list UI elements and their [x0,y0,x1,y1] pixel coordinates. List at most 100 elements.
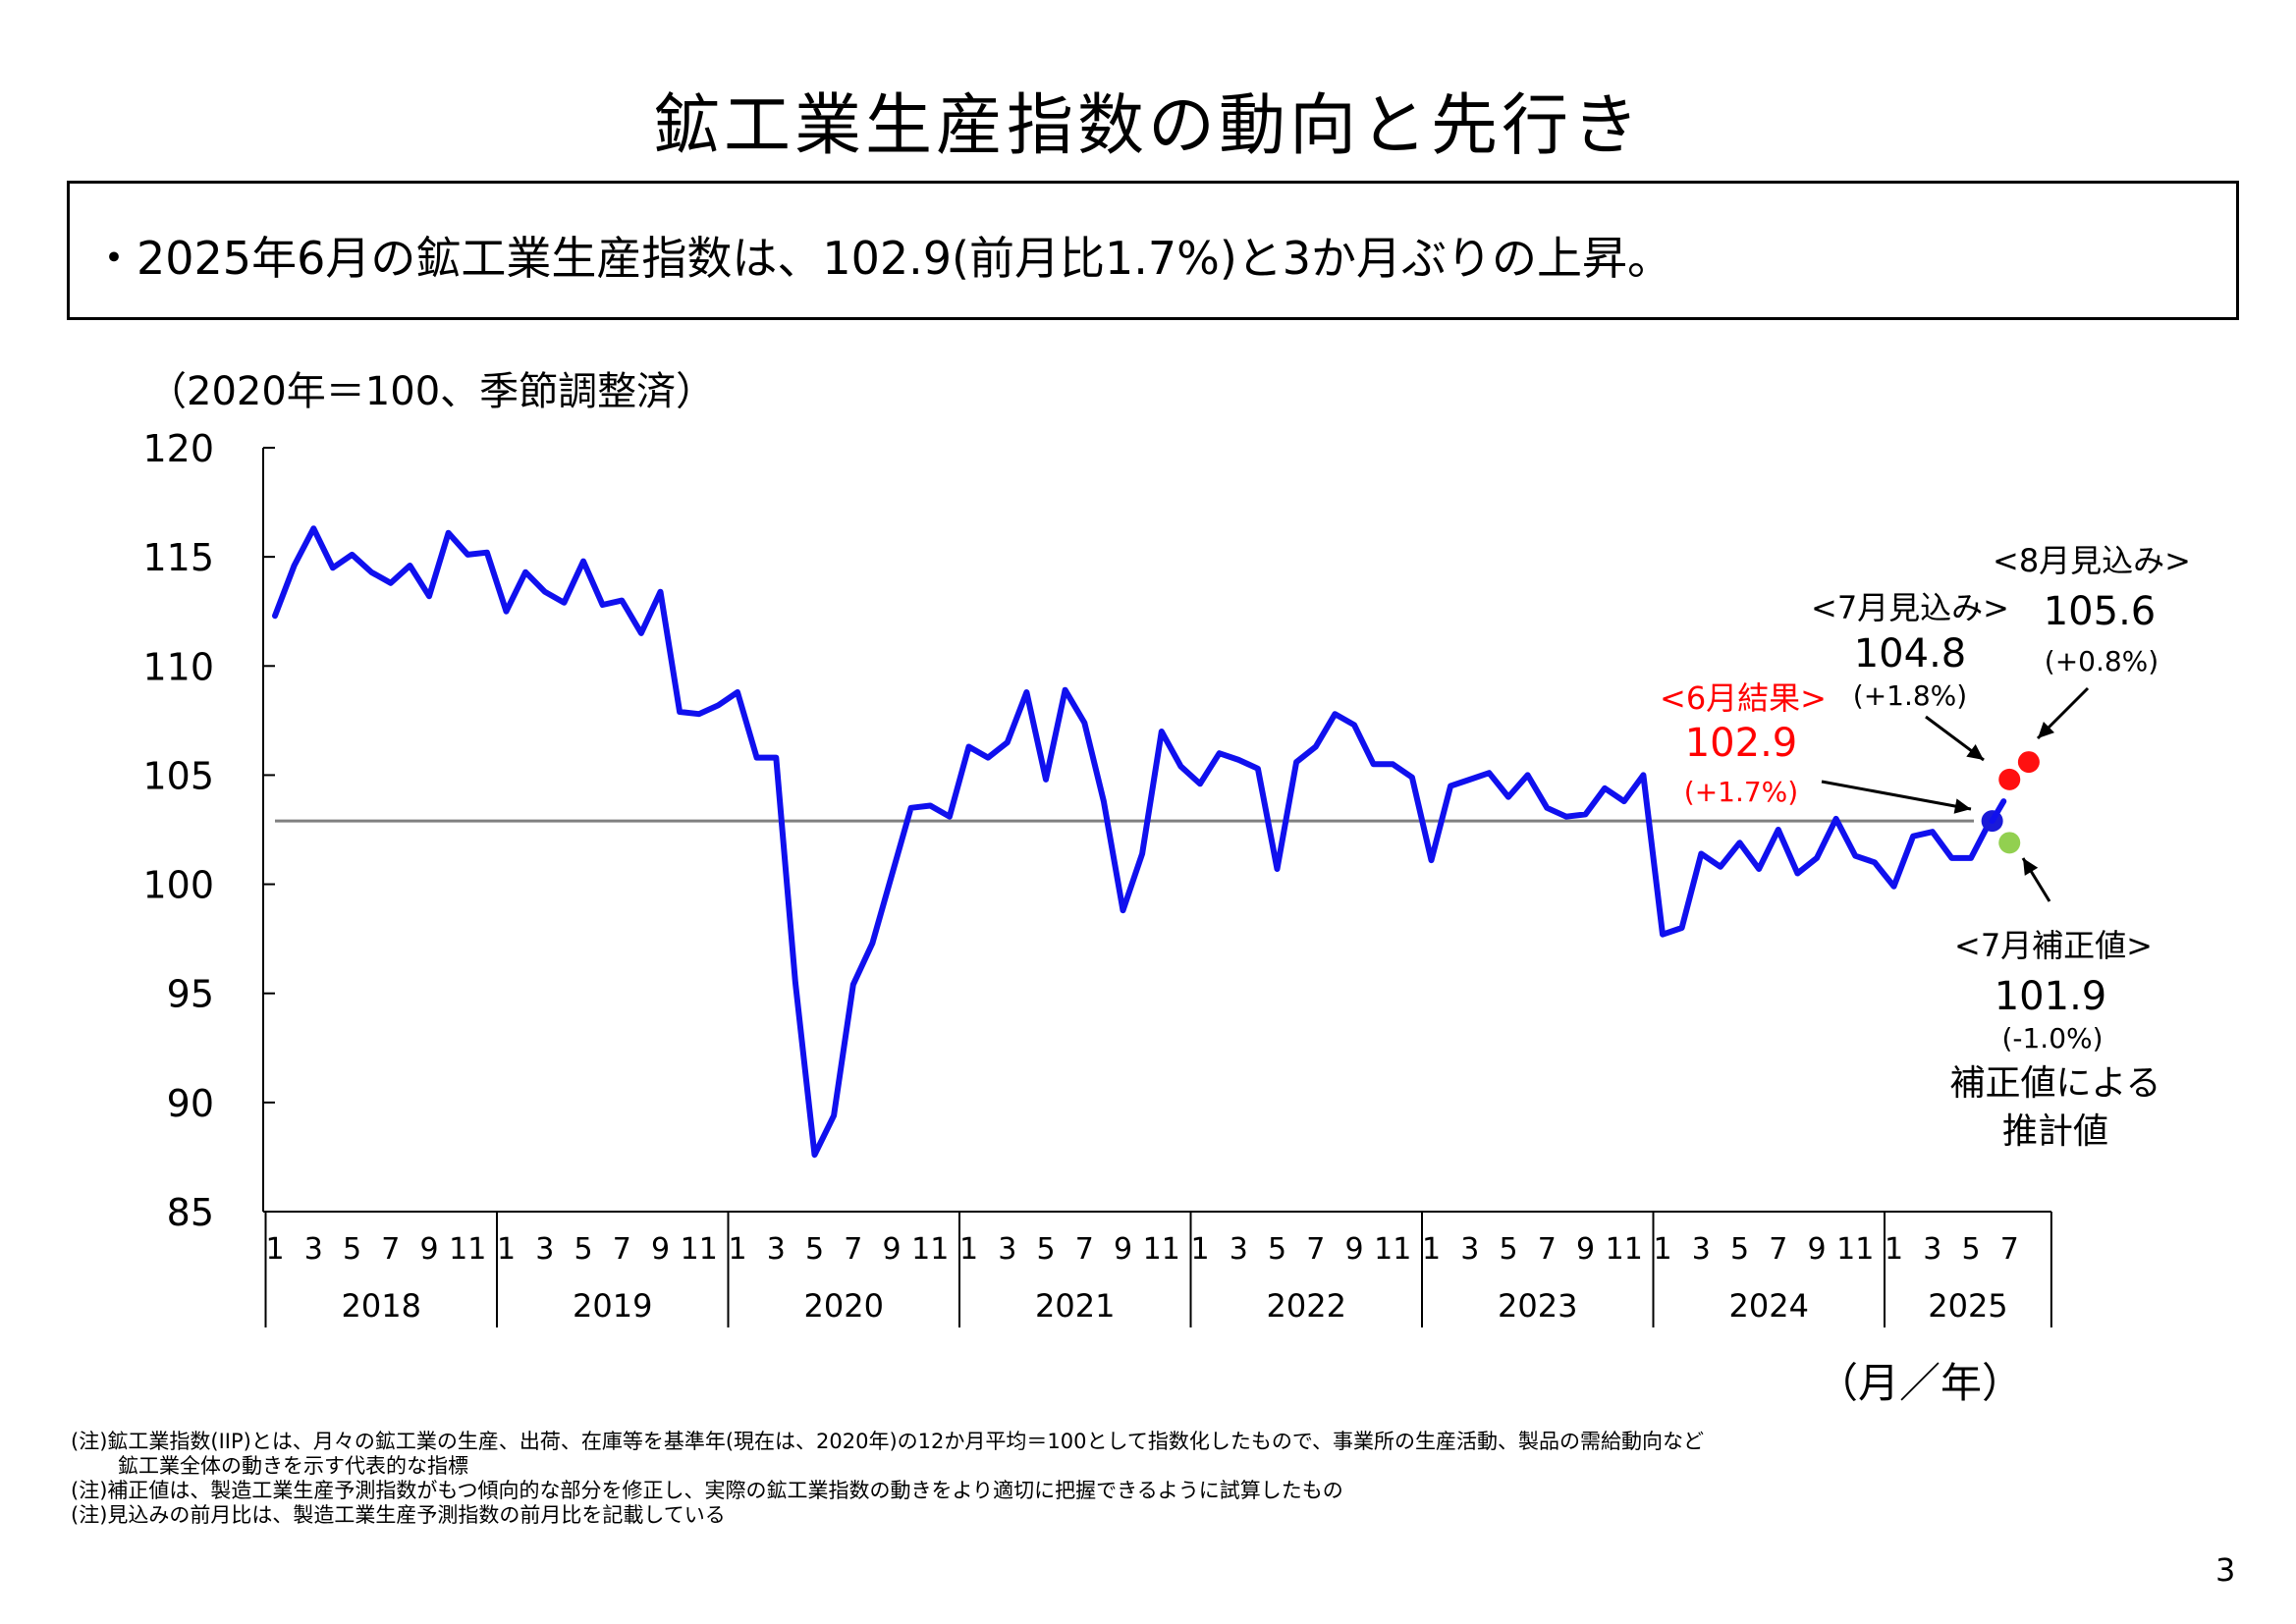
point-august-forecast [2017,751,2040,774]
july-forecast-change: (+1.8%) [1853,679,1967,712]
year-label: 2019 [573,1287,652,1325]
point-july-forecast [1998,768,2021,790]
month-tick-label: 5 [805,1232,824,1267]
y-tick-label: 85 [167,1191,214,1234]
month-tick-label: 11 [449,1232,486,1267]
footnote-3: (注)見込みの前月比は、製造工業生産予測指数の前月比を記載している [71,1503,726,1527]
y-tick-label: 115 [142,536,214,579]
august-forecast-arrow-head [2038,722,2054,738]
footnote-1-continued: 鉱工業全体の動きを示す代表的な指標 [118,1454,468,1478]
month-tick-label: 9 [1344,1232,1363,1267]
july-forecast-label: <7月見込み> [1811,589,2009,626]
month-tick-label: 1 [1885,1232,1903,1267]
point-july-corrected [1998,832,2021,854]
month-tick-label: 5 [343,1232,361,1267]
august-forecast-label: <8月見込み> [1993,542,2191,579]
month-tick-label: 11 [681,1232,718,1267]
month-tick-label: 5 [1961,1232,1980,1267]
y-axis: 85 90 95 100 105 110 115 120 [142,427,275,1234]
y-tick-label: 120 [142,427,214,470]
month-tick-label: 7 [844,1232,862,1267]
footnote-1: (注)鉱工業指数(IIP)とは、月々の鉱工業の生産、出荷、在庫等を基準年(現在は… [71,1430,1704,1453]
month-tick-label: 1 [265,1232,284,1267]
month-tick-label: 9 [419,1232,438,1267]
month-tick-label: 7 [1075,1232,1094,1267]
month-tick-label: 3 [304,1232,323,1267]
june-result-value: 102.9 [1685,721,1798,766]
month-tick-label: 5 [1499,1232,1517,1267]
july-corrected-note-2: 推計値 [2002,1111,2108,1152]
month-tick-label: 9 [882,1232,901,1267]
month-tick-label: 3 [998,1232,1016,1267]
month-tick-label: 3 [535,1232,554,1267]
month-tick-label: 1 [1653,1232,1671,1267]
august-forecast-change: (+0.8%) [2045,645,2159,677]
month-tick-label: 5 [1268,1232,1286,1267]
month-tick-label: 5 [1036,1232,1055,1267]
year-label: 2021 [1035,1287,1115,1325]
june-result-arrow-head [1953,798,1971,814]
july-forecast-value: 104.8 [1854,631,1967,677]
july-corrected-note-1: 補正値による [1950,1063,2161,1104]
month-tick-label: 3 [1230,1232,1248,1267]
year-label: 2020 [804,1287,884,1325]
month-tick-label: 9 [1807,1232,1826,1267]
july-corrected-arrow-head [2023,858,2039,876]
summary-box: ・2025年6月の鉱工業生産指数は、102.9(前月比1.7%)と3か月ぶりの上… [67,181,2239,320]
july-corrected-change: (-1.0%) [2001,1022,2103,1055]
july-corrected-label: <7月補正値> [1954,927,2153,964]
page-title: 鉱工業生産指数の動向と先行き [652,87,1643,165]
month-tick-label: 3 [1460,1232,1479,1267]
month-tick-label: 3 [767,1232,786,1267]
month-tick-label: 11 [1143,1232,1180,1267]
month-tick-label: 7 [1538,1232,1557,1267]
y-tick-label: 110 [142,645,214,688]
month-tick-label: 11 [1836,1232,1874,1267]
annotation-points [1981,751,2040,854]
unit-label: （2020年＝100、季節調整済） [147,369,716,414]
annotations: <6月結果> 102.9 (+1.7%) <7月見込み> 104.8(+1.8%) <8月… [1660,542,2191,1152]
july-forecast-arrow-head [1966,744,1984,760]
month-tick-label: 1 [1422,1232,1441,1267]
forecast-connector [1989,798,2007,825]
month-tick-label: 7 [1769,1232,1787,1267]
month-tick-label: 1 [497,1232,516,1267]
month-tick-label: 9 [1114,1232,1132,1267]
month-tick-label: 7 [613,1232,631,1267]
page-number: 3 [2215,1551,2236,1589]
month-tick-label: 9 [1576,1232,1595,1267]
month-tick-label: 7 [381,1232,400,1267]
july-corrected-value: 101.9 [1995,974,2107,1019]
y-tick-label: 105 [142,754,214,797]
footnote-2: (注)補正値は、製造工業生産予測指数がもつ傾向的な部分を修正し、実際の鉱工業指数… [71,1479,1343,1502]
series-line-production-index [272,525,1994,1159]
year-label: 2022 [1267,1287,1346,1325]
month-tick-label: 5 [574,1232,592,1267]
month-tick-label: 1 [728,1232,746,1267]
series [272,525,1994,1159]
year-label: 2023 [1498,1287,1577,1325]
y-tick-label: 100 [142,864,214,907]
month-tick-label: 1 [959,1232,978,1267]
y-tick-label: 95 [167,973,214,1016]
month-tick-label: 3 [1692,1232,1711,1267]
y-tick-label: 90 [167,1082,214,1125]
june-result-change: (+1.7%) [1684,776,1798,808]
footnotes: (注)鉱工業指数(IIP)とは、月々の鉱工業の生産、出荷、在庫等を基準年(現在は… [71,1430,1704,1528]
year-label: 2025 [1928,1287,2007,1325]
month-tick-label: 9 [651,1232,670,1267]
month-tick-label: 11 [1606,1232,1643,1267]
month-tick-label: 7 [2000,1232,2019,1267]
year-label: 2018 [342,1287,421,1325]
month-tick-label: 7 [1306,1232,1325,1267]
month-tick-label: 11 [1374,1232,1411,1267]
month-tick-label: 3 [1923,1232,1941,1267]
june-result-label: <6月結果> [1660,679,1827,717]
month-tick-label: 11 [911,1232,949,1267]
year-label: 2024 [1729,1287,1809,1325]
x-axis-unit-label: （月／年） [1817,1359,2024,1407]
summary-text: ・2025年6月の鉱工業生産指数は、102.9(前月比1.7%)と3か月ぶりの上… [91,232,1673,285]
month-tick-label: 1 [1190,1232,1209,1267]
